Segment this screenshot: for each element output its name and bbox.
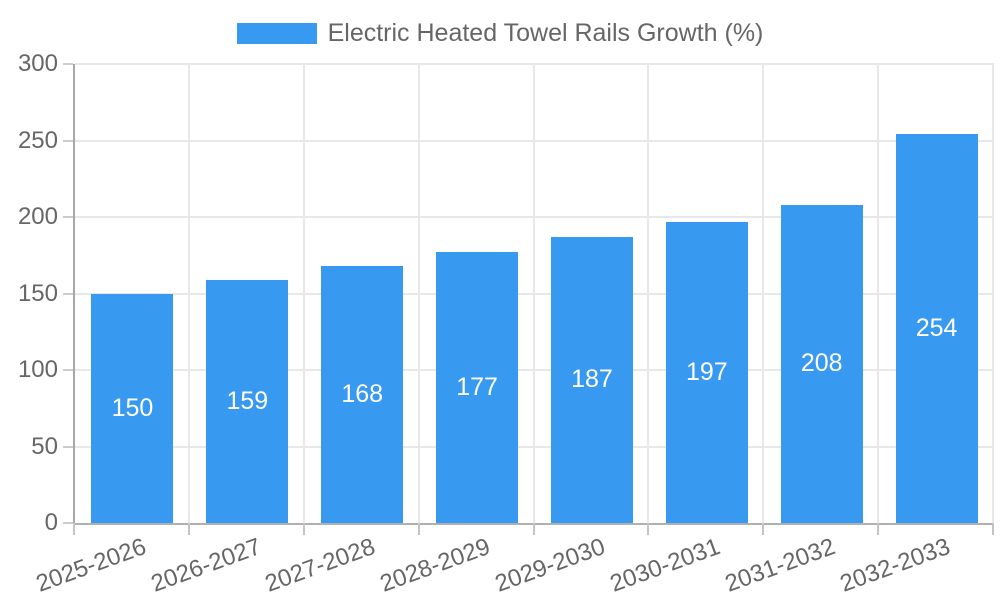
x-tick-mark (877, 523, 880, 535)
y-tick-mark (63, 445, 73, 448)
bar-value-label: 187 (571, 365, 613, 394)
gridline-h (75, 369, 994, 371)
x-tick-mark (302, 523, 305, 535)
y-tick-mark (63, 216, 73, 218)
x-tick-mark (532, 523, 535, 535)
x-tick-mark (73, 523, 75, 535)
gridline-h (75, 292, 994, 295)
x-tick-label: 2030-2031 (606, 533, 724, 598)
gridline-h (75, 445, 994, 448)
plot-area: 0 50 100 150 200 250 300 150 2025-2026 159 2026-20… (18, 52, 994, 598)
bar-value-label: 159 (226, 386, 269, 415)
bar[interactable]: 254 (895, 134, 978, 523)
x-tick-mark (762, 523, 765, 535)
y-tick-label: 300 (17, 50, 58, 77)
bar-value-label: 197 (685, 357, 728, 386)
y-tick-label: 250 (17, 126, 58, 154)
y-tick-mark (63, 292, 73, 295)
gridline-v (302, 64, 305, 523)
gridline-h (75, 139, 994, 142)
y-tick-mark (63, 63, 73, 65)
x-tick-label: 2031-2032 (721, 533, 839, 598)
x-tick-mark (992, 523, 994, 535)
x-tick-label: 2026-2027 (147, 533, 265, 598)
legend[interactable]: Electric Heated Towel Rails Growth (%) (0, 18, 1000, 47)
gridline-v (647, 64, 650, 523)
bar[interactable]: 197 (665, 221, 748, 523)
x-tick-label: 2032-2033 (836, 533, 954, 598)
gridline-v (187, 64, 190, 523)
x-tick-label: 2028-2029 (376, 533, 494, 598)
gridline-v (417, 64, 420, 523)
bar[interactable]: 187 (550, 236, 633, 523)
y-tick-label: 150 (17, 279, 58, 307)
gridline-v (992, 64, 994, 523)
bar[interactable]: 208 (780, 204, 863, 523)
bar-value-label: 150 (111, 393, 154, 422)
bar-value-label: 208 (800, 349, 843, 378)
bar-value-label: 168 (341, 379, 384, 408)
gridline-h (75, 216, 994, 218)
bar-value-label: 254 (915, 314, 958, 343)
y-tick-label: 50 (31, 432, 58, 460)
bar[interactable]: 168 (321, 265, 404, 523)
y-tick-mark (63, 369, 73, 371)
y-tick-label: 0 (44, 509, 58, 536)
x-tick-label: 2029-2030 (491, 533, 609, 598)
y-tick-mark (63, 139, 73, 142)
legend-swatch (236, 22, 317, 44)
y-tick-label: 100 (17, 356, 58, 383)
bar[interactable]: 159 (206, 279, 289, 523)
bar[interactable]: 177 (436, 252, 519, 523)
legend-label: Electric Heated Towel Rails Growth (%) (327, 18, 764, 47)
x-tick-mark (647, 523, 650, 535)
x-tick-label: 2025-2026 (32, 533, 150, 598)
x-tick-mark (417, 523, 420, 535)
gridline-v (762, 64, 765, 523)
x-tick-label: 2027-2028 (261, 533, 380, 598)
gridline-v (532, 64, 535, 523)
x-tick-mark (187, 523, 190, 535)
bar-value-label: 177 (456, 373, 498, 402)
y-tick-label: 200 (17, 203, 58, 230)
bar[interactable]: 150 (91, 293, 174, 523)
y-tick-mark (63, 522, 73, 524)
gridline-h (75, 63, 994, 65)
gridline-v (877, 64, 880, 523)
